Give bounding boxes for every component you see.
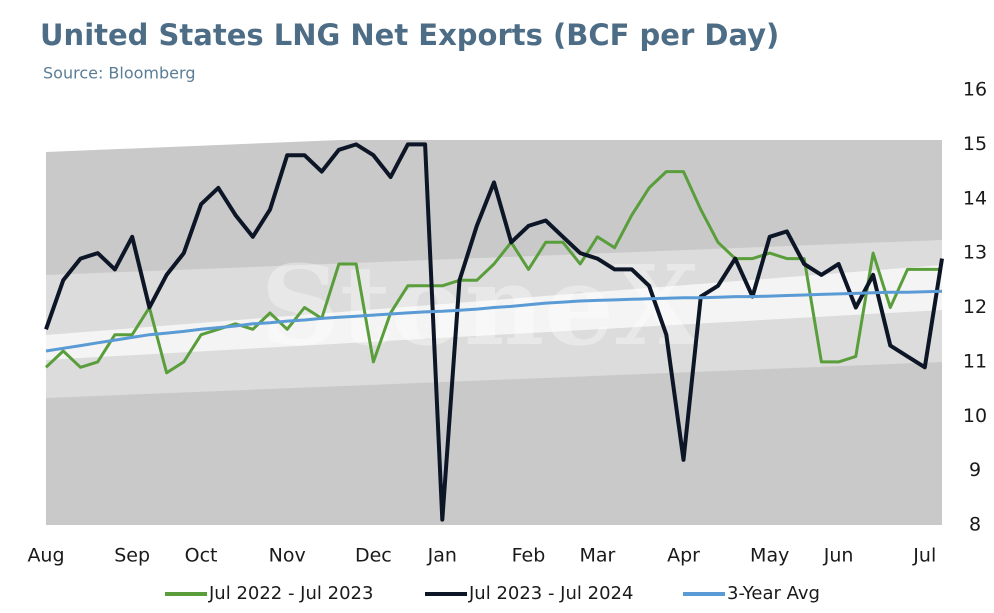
legend-label: Jul 2023 - Jul 2024	[468, 583, 633, 604]
x-tick-label: Feb	[512, 545, 546, 567]
range-band-inner	[46, 265, 942, 360]
y-tick-label: 14	[963, 187, 987, 209]
x-tick-label: Dec	[355, 545, 392, 567]
y-tick-label: 10	[963, 405, 987, 427]
legend-label: 3-Year Avg	[727, 583, 820, 604]
y-tick-label: 12	[963, 296, 987, 318]
y-tick-label: 15	[963, 133, 987, 155]
x-tick-label: Jun	[823, 545, 854, 567]
watermark: StoneX	[261, 241, 701, 370]
x-tick-label: Nov	[269, 545, 306, 567]
y-tick-label: 13	[963, 242, 987, 264]
x-tick-label: Mar	[579, 545, 615, 567]
x-tick-label: Sep	[114, 545, 150, 567]
series-line	[45, 289, 943, 353]
x-tick-label: Oct	[185, 545, 218, 567]
y-tick-label: 9	[969, 459, 981, 481]
x-tick-label: May	[750, 545, 789, 567]
series-line	[44, 142, 944, 522]
x-tick-label: Jul	[912, 545, 936, 567]
chart-title: United States LNG Net Exports (BCF per D…	[40, 18, 779, 52]
y-tick-label: 16	[963, 79, 987, 101]
chart-subtitle: Source: Bloomberg	[43, 64, 195, 83]
y-tick-label: 8	[969, 514, 981, 536]
legend-label: Jul 2022 - Jul 2023	[208, 583, 373, 604]
x-tick-label: Apr	[667, 545, 700, 567]
x-tick-label: Aug	[27, 545, 64, 567]
series-line	[44, 170, 942, 375]
y-tick-label: 11	[963, 350, 987, 372]
x-tick-label: Jan	[427, 545, 457, 567]
